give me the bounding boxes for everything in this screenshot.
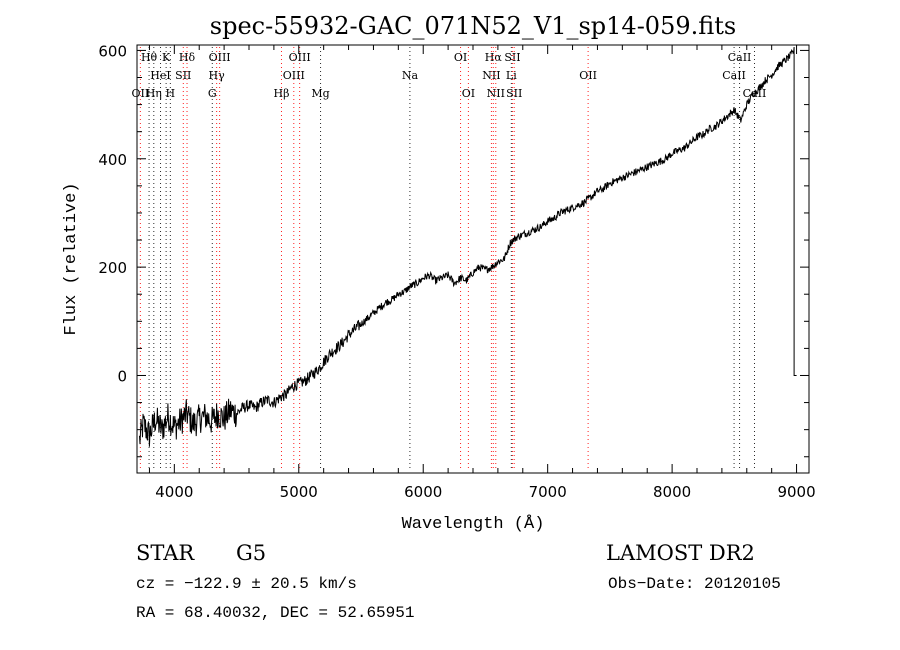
y-tick-label-3: 600 (98, 42, 127, 60)
y-tick-label-2: 400 (98, 151, 127, 169)
line-mark-label-14: NII (482, 69, 500, 82)
line-mark-label-0: Hθ (141, 51, 158, 64)
line-mark-label-22: Hβ (274, 87, 290, 100)
object-subclass: G5 (236, 541, 267, 565)
line-mark-label-19: Hη (146, 87, 162, 100)
line-mark-label-15: Li (506, 69, 517, 82)
redshift-cz: cz = −122.9 ± 20.5 km/s (136, 575, 357, 593)
x-axis-label: Wavelength (Å) (402, 515, 545, 534)
line-mark-label-26: SII (506, 87, 522, 100)
coordinates: RA = 68.40032, DEC = 52.65951 (136, 604, 415, 622)
line-mark-label-21: G (208, 87, 217, 100)
line-mark-label-11: Hγ (209, 69, 226, 82)
survey-name: LAMOST DR2 (606, 541, 755, 565)
line-mark-label-25: NII (487, 87, 505, 100)
line-mark-label-17: CaII (722, 69, 746, 82)
y-tick-label-1: 200 (98, 259, 127, 277)
line-mark-label-7: SII (504, 51, 520, 64)
line-mark-label-12: OIII (283, 69, 305, 82)
line-mark-label-23: Mg (311, 87, 329, 100)
x-tick-label-2: 6000 (404, 483, 442, 501)
line-mark-label-16: OII (579, 69, 597, 82)
line-mark-label-18: OII (132, 87, 150, 100)
line-mark-label-8: CaII (728, 51, 752, 64)
observation-date: Obs−Date: 20120105 (608, 575, 781, 593)
spectrum-line (139, 46, 797, 447)
x-tick-label-5: 9000 (777, 483, 815, 501)
x-tick-label-0: 4000 (155, 483, 193, 501)
line-mark-label-1: K (162, 51, 171, 64)
line-mark-label-5: OI (454, 51, 467, 64)
line-mark-label-20: H (166, 87, 176, 100)
line-mark-label-6: Hα (485, 51, 503, 64)
y-tick-label-0: 0 (117, 367, 127, 385)
line-mark-label-2: Hδ (179, 51, 196, 64)
x-tick-label-4: 8000 (653, 483, 691, 501)
line-mark-label-4: OIII (289, 51, 311, 64)
line-mark-label-10: SII (175, 69, 191, 82)
line-mark-label-13: Na (402, 69, 419, 82)
line-mark-label-9: HeI (150, 69, 170, 82)
chart-title: spec-55932-GAC_071N52_V1_sp14-059.fits (210, 12, 736, 40)
y-axis-label: Flux (relative) (62, 182, 81, 335)
x-tick-label-1: 5000 (280, 483, 318, 501)
x-tick-label-3: 7000 (529, 483, 567, 501)
object-class: STAR (136, 541, 195, 565)
line-mark-label-24: OI (462, 87, 475, 100)
line-mark-label-3: OIII (209, 51, 231, 64)
axis-ticks: 4000 5000 6000 7000 8000 9000 0 200 400 600 (98, 42, 815, 501)
